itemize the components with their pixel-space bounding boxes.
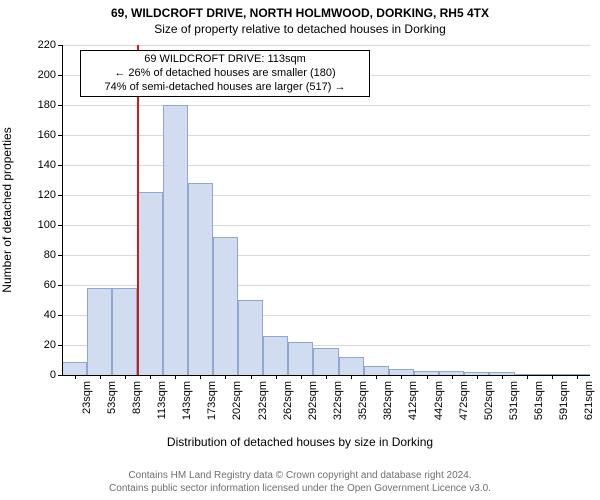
annotation-line2: ← 26% of detached houses are smaller (18… (87, 67, 363, 81)
grid-line (62, 45, 590, 46)
x-tick-label: 143sqm (181, 381, 193, 431)
histogram-bar (288, 342, 313, 375)
y-tick-label: 60 (44, 279, 56, 291)
annotation-box: 69 WILDCROFT DRIVE: 113sqm ← 26% of deta… (80, 50, 370, 97)
x-axis-label: Distribution of detached houses by size … (0, 435, 600, 449)
x-tick-label: 352sqm (357, 381, 369, 431)
x-tick-label: 202sqm (231, 381, 243, 431)
y-tick-label: 20 (44, 339, 56, 351)
x-tick-label: 83sqm (131, 381, 143, 431)
x-tick-label: 531sqm (508, 381, 520, 431)
y-tick-label: 160 (38, 129, 56, 141)
x-tick-label: 591sqm (558, 381, 570, 431)
y-tick-label: 0 (50, 369, 56, 381)
x-tick-label: 412sqm (407, 381, 419, 431)
page-title: 69, WILDCROFT DRIVE, NORTH HOLMWOOD, DOR… (0, 6, 600, 20)
footer-line2: Contains public sector information licen… (109, 483, 491, 496)
footer-line1: Contains HM Land Registry data © Crown c… (109, 470, 491, 483)
histogram-bar (313, 348, 338, 375)
grid-line (62, 135, 590, 136)
x-tick-label: 292sqm (307, 381, 319, 431)
x-tick-label: 322sqm (332, 381, 344, 431)
footer: Contains HM Land Registry data © Crown c… (109, 470, 491, 495)
x-tick-label: 113sqm (156, 381, 168, 431)
histogram-bar (188, 183, 213, 375)
x-tick-label: 173sqm (206, 381, 218, 431)
y-axis-label: Number of detached properties (0, 127, 14, 292)
histogram-bar (339, 357, 364, 375)
y-tick-label: 180 (38, 99, 56, 111)
histogram-bar (163, 105, 188, 375)
histogram-bar (263, 336, 288, 375)
annotation-line3: 74% of semi-detached houses are larger (… (87, 81, 363, 95)
x-tick-label: 442sqm (433, 381, 445, 431)
grid-line (62, 105, 590, 106)
histogram-bar (137, 192, 162, 375)
y-tick-label: 100 (38, 219, 56, 231)
histogram-bar (238, 300, 263, 375)
annotation-line1: 69 WILDCROFT DRIVE: 113sqm (87, 53, 363, 67)
x-tick-label: 502sqm (483, 381, 495, 431)
histogram-bar (364, 366, 389, 375)
x-tick-label: 23sqm (81, 381, 93, 431)
x-tick-label: 621sqm (583, 381, 595, 431)
y-tick-label: 40 (44, 309, 56, 321)
x-tick-label: 232sqm (257, 381, 269, 431)
x-axis-line (62, 375, 590, 376)
y-tick-label: 220 (38, 39, 56, 51)
x-tick-label: 262sqm (282, 381, 294, 431)
page-subtitle: Size of property relative to detached ho… (0, 22, 600, 36)
histogram-bar (112, 288, 137, 375)
y-tick-label: 80 (44, 249, 56, 261)
y-tick-label: 120 (38, 189, 56, 201)
x-tick-label: 561sqm (533, 381, 545, 431)
x-tick-label: 382sqm (382, 381, 394, 431)
y-tick-label: 200 (38, 69, 56, 81)
y-tick-label: 140 (38, 159, 56, 171)
y-axis-line (62, 45, 63, 375)
histogram-bar (62, 362, 87, 376)
x-tick-label: 53sqm (106, 381, 118, 431)
grid-line (62, 165, 590, 166)
x-tick-label: 472sqm (458, 381, 470, 431)
histogram-bar (87, 288, 112, 375)
histogram-bar (213, 237, 238, 375)
